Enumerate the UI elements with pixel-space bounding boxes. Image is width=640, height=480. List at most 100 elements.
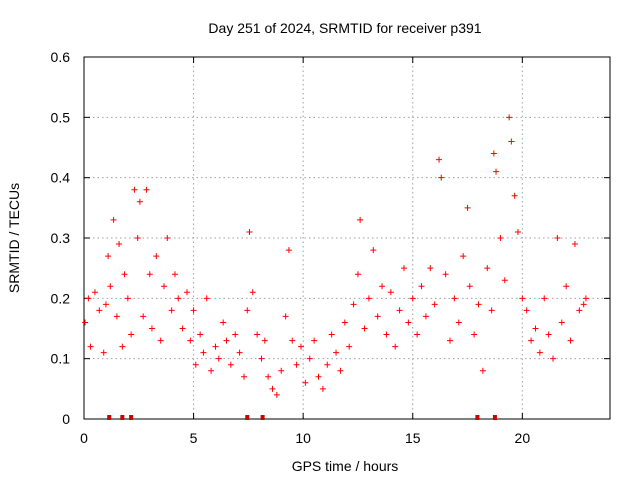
data-point	[240, 373, 247, 380]
data-point	[87, 343, 94, 350]
series-zero-markers	[107, 415, 497, 420]
data-point	[119, 343, 126, 350]
x-axis-label: GPS time / hours	[292, 458, 399, 474]
y-tick-label: 0.4	[51, 170, 71, 186]
data-point	[254, 331, 261, 338]
data-point	[466, 283, 473, 290]
x-tick-label: 5	[190, 430, 198, 446]
data-point	[554, 235, 561, 241]
data-series	[82, 114, 589, 420]
zero-marker	[492, 415, 497, 420]
data-point	[431, 301, 438, 308]
data-point	[328, 331, 335, 338]
y-tick-label: 0.6	[51, 49, 71, 65]
zero-marker	[129, 415, 134, 420]
y-tick-label: 0.5	[51, 109, 71, 125]
data-point	[493, 168, 500, 175]
data-point	[315, 373, 322, 380]
x-tick-label: 0	[80, 430, 88, 446]
zero-marker	[107, 415, 112, 420]
data-point	[488, 307, 495, 314]
data-point	[464, 204, 471, 211]
data-point	[501, 277, 508, 284]
data-point	[508, 138, 515, 145]
data-point	[387, 289, 394, 296]
data-point	[514, 228, 521, 235]
data-point	[361, 325, 368, 332]
data-point	[265, 373, 272, 380]
data-point	[105, 253, 112, 260]
y-tick-label: 0.1	[51, 351, 71, 367]
data-point	[223, 337, 230, 344]
data-point	[324, 361, 331, 368]
data-point	[168, 307, 175, 314]
y-tick-label: 0	[62, 411, 70, 427]
data-point	[232, 331, 239, 338]
data-point	[203, 295, 210, 302]
data-point	[532, 325, 539, 332]
data-point	[261, 337, 268, 344]
x-tick-label: 10	[295, 430, 311, 446]
data-point	[306, 355, 313, 362]
data-point	[511, 192, 518, 199]
data-point	[506, 114, 513, 121]
data-point	[414, 331, 421, 338]
x-tick-label: 15	[405, 430, 421, 446]
y-axis-label: SRMTID / TECUs	[6, 183, 22, 293]
data-point	[471, 331, 478, 338]
data-point	[200, 349, 207, 356]
data-point	[171, 271, 178, 278]
data-point	[140, 313, 147, 320]
data-point	[110, 216, 117, 223]
data-point	[550, 355, 557, 362]
y-tick-label: 0.2	[51, 290, 71, 306]
data-point	[96, 307, 103, 314]
data-point	[519, 295, 526, 302]
data-point	[558, 319, 565, 326]
data-point	[365, 295, 372, 302]
data-point	[153, 253, 160, 260]
data-point	[541, 295, 548, 302]
grid-lines	[84, 57, 610, 419]
x-tick-label: 20	[515, 430, 531, 446]
data-point	[184, 289, 191, 296]
data-point	[571, 241, 578, 248]
data-point	[379, 283, 386, 290]
data-point	[536, 349, 543, 356]
data-point	[85, 295, 92, 302]
axis-ticks: 0 5 10 15 20 0 0.1 0.2 0.3 0.4 0.5 0.6	[51, 49, 610, 446]
data-point	[580, 301, 587, 308]
data-point	[220, 319, 227, 326]
data-point	[82, 319, 89, 326]
data-point	[333, 349, 340, 356]
data-point	[282, 313, 289, 320]
data-point	[293, 361, 300, 368]
data-point	[460, 253, 467, 260]
zero-marker	[120, 415, 125, 420]
data-point	[475, 301, 482, 308]
data-point	[285, 247, 292, 254]
data-point	[102, 301, 109, 308]
data-point	[447, 337, 454, 344]
data-point	[350, 301, 357, 308]
data-point	[128, 331, 135, 338]
data-point	[455, 319, 462, 326]
data-point	[192, 361, 199, 368]
data-point	[438, 174, 445, 181]
data-point	[134, 235, 141, 241]
data-point	[146, 271, 153, 278]
data-point	[289, 337, 296, 344]
zero-marker	[245, 415, 250, 420]
data-point	[208, 367, 215, 374]
data-point	[269, 385, 276, 392]
data-point	[179, 325, 186, 332]
data-point	[405, 319, 412, 326]
data-point	[497, 235, 504, 241]
data-point	[370, 247, 377, 254]
chart-title: Day 251 of 2024, SRMTID for receiver p39…	[208, 20, 481, 36]
data-point	[113, 313, 120, 320]
data-point	[528, 337, 535, 344]
data-point	[490, 150, 497, 157]
data-point	[319, 385, 326, 392]
